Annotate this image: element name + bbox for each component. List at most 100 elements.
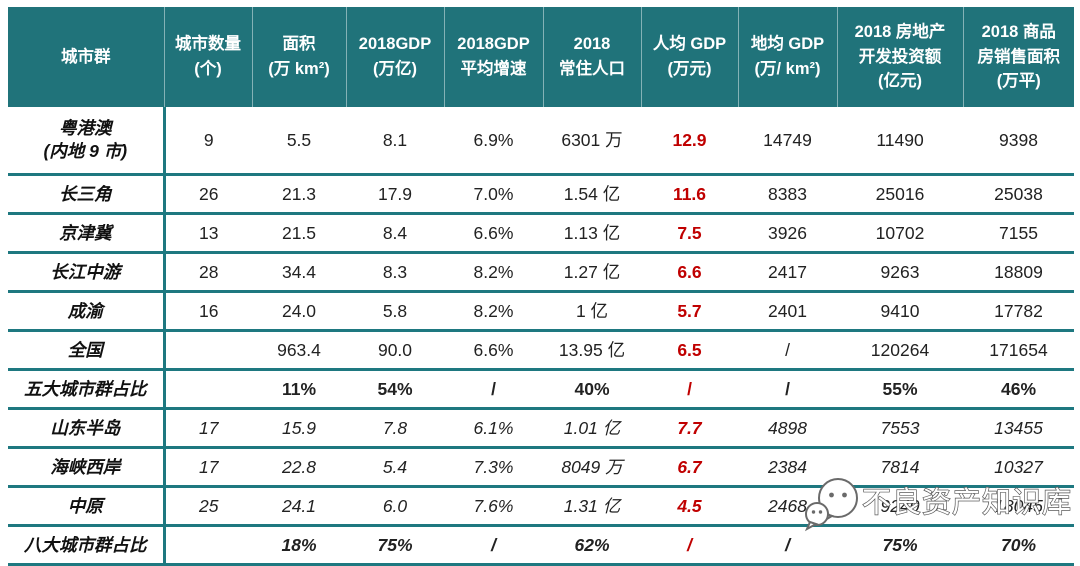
column-header-line: (万 km²) — [268, 60, 330, 78]
table-row: 长三角 26 21.3 17.9 7.0% 1.54 亿 11.6 8383 25016 2503… — [8, 174, 1074, 215]
cell: 11.6 — [641, 174, 738, 215]
cell: 963.4 — [252, 330, 346, 371]
cell: 90.0 — [346, 330, 444, 371]
row-name: 八大城市群占比 — [8, 525, 166, 566]
table-row: 海峡西岸 17 22.8 5.4 7.3% 8049 万 6.7 2384 7814 10327 — [8, 447, 1074, 488]
table-row: 长江中游 28 34.4 8.3 8.2% 1.27 亿 6.6 2417 9263 18809 — [8, 252, 1074, 293]
cell: 22.8 — [252, 447, 346, 488]
column-header-4: 2018GDP 平均增速 — [443, 6, 543, 107]
cell: 13 — [164, 213, 252, 254]
table-row: 京津冀 13 21.5 8.4 6.6% 1.13 亿 7.5 3926 10702 7155 — [8, 213, 1074, 254]
header-row: 城市群 城市数量 (个) 面积 (万 km²) 2018GDP (万亿) 2018GDP 平均增… — [8, 6, 1074, 107]
column-header-2: 面积 (万 km²) — [251, 6, 346, 107]
row-name-line: 山东半岛 — [50, 417, 121, 438]
cell: 16 — [164, 291, 252, 332]
row-name-line: 海峡西岸 — [50, 456, 121, 477]
row-name: 京津冀 — [8, 213, 166, 254]
cell: 2401 — [738, 291, 837, 332]
row-name-line: 京津冀 — [59, 222, 112, 243]
column-header-line: (亿元) — [878, 72, 922, 91]
cell: 17 — [164, 447, 252, 488]
cell: 28 — [164, 252, 252, 293]
cell: 24.1 — [252, 486, 346, 527]
row-name: 长江中游 — [8, 252, 166, 293]
cell: 7.7 — [641, 408, 738, 449]
cell: / — [738, 525, 837, 566]
cell: 18809 — [963, 252, 1074, 293]
column-header-line: (个) — [194, 60, 222, 78]
cell: 1.27 亿 — [543, 252, 641, 293]
row-name-line: 长三角 — [59, 183, 112, 204]
cell: 9410 — [837, 291, 963, 332]
row-name-line: (内地 9 市) — [43, 141, 128, 161]
cell: 3926 — [738, 213, 837, 254]
cell: 8.2% — [444, 291, 543, 332]
cell: 8.2% — [444, 252, 543, 293]
column-header-line: 2018 商品 — [981, 22, 1056, 41]
cell: 8049 万 — [543, 447, 641, 488]
column-header-7: 地均 GDP (万/ km²) — [737, 6, 837, 107]
cell: 40% — [543, 369, 641, 410]
cell: 171654 — [963, 330, 1074, 371]
cell: 6.1% — [444, 408, 543, 449]
cell: 2468 — [738, 486, 837, 527]
cell: 4.5 — [641, 486, 738, 527]
row-name: 成渝 — [8, 291, 166, 332]
column-header-line: 2018 — [573, 35, 611, 54]
row-name-line: 长江中游 — [50, 261, 121, 282]
cell: 8.1 — [346, 107, 444, 176]
row-name-line: 粤港澳 — [59, 118, 112, 139]
cell: 25 — [164, 486, 252, 527]
cell: 62% — [543, 525, 641, 566]
cell: 14749 — [738, 107, 837, 176]
column-header-line: 2018GDP — [457, 35, 530, 54]
table-row: 粤港澳 (内地 9 市) 9 5.5 8.1 6.9% 6301 万 12.9 14749 114… — [8, 107, 1074, 176]
cell: 6.5 — [641, 330, 738, 371]
column-header-line: 人均 GDP — [652, 35, 727, 54]
column-header-line: 常住人口 — [559, 60, 625, 78]
cell: 1.31 亿 — [543, 486, 641, 527]
cell: 6.7 — [641, 447, 738, 488]
cell: 2417 — [738, 252, 837, 293]
cell — [164, 369, 252, 410]
cell: 11490 — [837, 107, 963, 176]
cell: 13455 — [963, 408, 1074, 449]
row-name: 全国 — [8, 330, 166, 371]
cell: 15.9 — [252, 408, 346, 449]
column-header-line: (万亿) — [373, 60, 417, 78]
cell: 7.3% — [444, 447, 543, 488]
column-header-line: 2018GDP — [358, 35, 432, 54]
cell: 34.4 — [252, 252, 346, 293]
table-row: 全国 963.4 90.0 6.6% 13.95 亿 6.5/120264 171654 — [8, 330, 1074, 371]
cell: 7.8 — [346, 408, 444, 449]
cell: / — [641, 369, 738, 410]
cell: 5.4 — [346, 447, 444, 488]
cell: 5.8 — [346, 291, 444, 332]
cell: 18045 — [963, 486, 1074, 527]
cell — [164, 330, 252, 371]
cell: 46% — [963, 369, 1074, 410]
cell: 8.4 — [346, 213, 444, 254]
cell: 4898 — [738, 408, 837, 449]
cell: 1 亿 — [543, 291, 641, 332]
column-header-line: 地均 GDP — [750, 35, 825, 54]
cell: 21.5 — [252, 213, 346, 254]
cell: / — [444, 369, 543, 410]
column-header-line: 开发投资额 — [858, 47, 942, 66]
table-row: 山东半岛 17 15.9 7.8 6.1% 1.01 亿 7.7 4898 7553 13455 — [8, 408, 1074, 449]
cell: 2384 — [738, 447, 837, 488]
cell: 1.13 亿 — [543, 213, 641, 254]
column-header-5: 2018 常住人口 — [542, 6, 641, 107]
table-row: 中原 25 24.1 6.0 7.6% 1.31 亿 4.5 2468 9240 18045 — [8, 486, 1074, 527]
column-header-line: 2018 房地产 — [854, 22, 946, 41]
column-header-3: 2018GDP (万亿) — [345, 6, 444, 107]
cell: 13.95 亿 — [543, 330, 641, 371]
cell: 17 — [164, 408, 252, 449]
cell: 11% — [252, 369, 346, 410]
cell: 8.3 — [346, 252, 444, 293]
cell: 18% — [252, 525, 346, 566]
cell: 21.3 — [252, 174, 346, 215]
cell: 9263 — [837, 252, 963, 293]
column-header-8: 2018 房地产 开发投资额 (亿元) — [836, 6, 963, 107]
